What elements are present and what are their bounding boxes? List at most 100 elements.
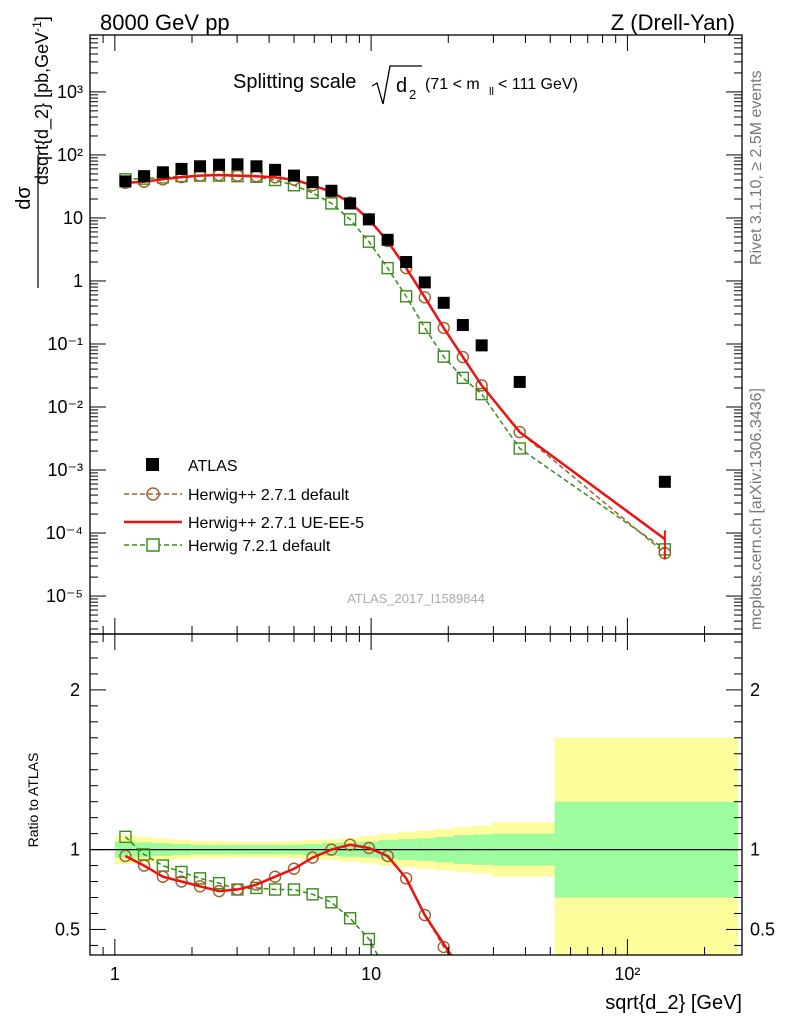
herwig7-ratio-line [124, 836, 379, 955]
herwig-default-ratio-point [325, 843, 338, 856]
atlas-point [437, 296, 450, 309]
herwig-default-point [513, 425, 526, 439]
atlas-point [456, 319, 469, 332]
header-left: 8000 GeV pp [100, 10, 230, 35]
y-ticks-main: 10⁻⁵ 10⁻⁴ 10⁻³ 10⁻² 10⁻¹ 1 10 10² 10³ [46, 34, 742, 630]
herwig7-ratio-point [193, 872, 207, 885]
herwig7-point [399, 290, 413, 303]
herwig-default-ratio-point [306, 851, 319, 864]
herwig-ue-line [125, 173, 666, 541]
legend-marker-atlas [146, 458, 159, 471]
herwig7-point [456, 371, 470, 385]
atlas-point [306, 176, 319, 189]
atlas-point [194, 160, 207, 173]
x-tick-label: 1 [110, 964, 120, 984]
herwig7-ratio-point [306, 888, 319, 901]
legend-label-atlas: ATLAS [188, 458, 238, 475]
rivet-version-label: Rivet 3.1.10, ≥ 2.5M events [748, 70, 765, 265]
herwig7-point [475, 387, 488, 401]
ratio-tick-label-right: 2 [750, 680, 760, 700]
atlas-point [175, 162, 188, 175]
herwig7-ratio-point [250, 881, 263, 895]
y-tick-label: 10⁻⁵ [46, 586, 83, 606]
atlas-point [250, 160, 263, 173]
x-tick-label: 10 [361, 964, 381, 984]
herwig-default-ratio-point [193, 880, 207, 893]
herwig-default-ratio-point [137, 859, 151, 872]
herwig7-ratio-point [343, 912, 357, 925]
herwig-default-point [418, 291, 432, 304]
atlas-point [381, 233, 394, 246]
legend-marker-herwig-default [146, 487, 160, 501]
title-symbol: d [396, 75, 407, 97]
series-atlas-main [119, 158, 671, 488]
herwig7-point [362, 235, 376, 248]
title-main: Splitting scale [233, 71, 356, 93]
atlas-point [213, 158, 226, 171]
ratio-tick-label: 1 [70, 840, 80, 860]
herwig-default-ratio-point [119, 849, 132, 863]
legend: ATLAS Herwig++ 2.7.1 default Herwig++ 2.… [124, 458, 364, 555]
header-right: Z (Drell-Yan) [611, 10, 735, 35]
y-tick-label: 10³ [57, 82, 83, 102]
atlas-point [138, 170, 151, 183]
y-axis-label: dσ dsqrt{d_2} [pb,GeV-1] [13, 16, 53, 288]
legend-marker-herwig7 [146, 538, 160, 552]
atlas-point [287, 169, 300, 182]
herwig-default-ratio-point [156, 870, 170, 883]
analysis-watermark: ATLAS_2017_I1589844 [347, 591, 485, 606]
herwig-default-point [475, 379, 488, 392]
herwig-default-ratio-point [418, 908, 432, 922]
y-ticks-ratio: 0.5 0.5 1 1 2 2 [55, 641, 775, 946]
herwig7-ratio-point [119, 830, 132, 844]
herwig-default-ratio-point [399, 872, 413, 885]
herwig7-point [343, 213, 357, 226]
series-herwig-ue-main [125, 173, 666, 560]
ratio-tick-label: 2 [70, 680, 80, 700]
legend-label-herwig7: Herwig 7.2.1 default [188, 538, 331, 555]
herwig-default-ratio-point [250, 878, 263, 891]
plot-title: Splitting scale d 2 (71 < m ll < 111 GeV… [233, 65, 578, 105]
ratio-plot-frame [89, 633, 743, 956]
title-cut-end: < 111 GeV) [498, 76, 578, 93]
atlas-point [325, 184, 338, 197]
sqrt-symbol-icon [371, 65, 422, 105]
mcplots-label: mcplots.cern.ch [arXiv:1306.3436] [748, 388, 765, 630]
herwig-default-ratio-point [175, 875, 188, 888]
herwig7-point [513, 442, 526, 455]
herwig7-ratio-point [268, 883, 282, 896]
herwig-ue-ratio-line [124, 843, 453, 955]
atlas-point [344, 197, 357, 210]
atlas-point [231, 158, 244, 171]
herwig-default-ratio-point [381, 849, 394, 863]
herwig7-point [381, 261, 394, 275]
y-tick-label: 10² [57, 145, 83, 165]
herwig7-ratio-point [175, 865, 188, 879]
y-tick-label: 10⁻¹ [47, 334, 83, 354]
y-tick-label: 10⁻³ [47, 460, 83, 480]
atlas-point [156, 166, 169, 179]
atlas-point [658, 475, 671, 488]
legend-label-herwig-default: Herwig++ 2.7.1 default [188, 487, 350, 504]
legend-label-herwig-ue: Herwig++ 2.7.1 UE-EE-5 [188, 515, 364, 532]
y-tick-label: 10 [63, 208, 83, 228]
atlas-point [362, 213, 375, 226]
ratio-tick-label-right: 0.5 [750, 919, 775, 939]
x-tick-label: 10² [614, 964, 640, 984]
herwig7-ratio-point [325, 896, 338, 909]
herwig7-ratio-point [362, 932, 376, 946]
y-tick-label: 10⁻⁴ [46, 523, 83, 543]
title-symbol-sub: 2 [409, 87, 416, 102]
ratio-tick-label-right: 1 [750, 840, 760, 860]
herwig7-point [418, 321, 432, 335]
herwig-default-point [456, 350, 470, 364]
atlas-point [119, 175, 132, 188]
ratio-uncertainty-bands [114, 737, 738, 955]
ratio-axis-label: Ratio to ATLAS [25, 753, 41, 848]
herwig7-ratio-point [156, 859, 170, 872]
herwig-default-ratio-point [268, 870, 282, 883]
svg-text:dsqrt{d_2} [pb,GeV-1]: dsqrt{d_2} [pb,GeV-1] [30, 16, 53, 185]
herwig7-point [437, 350, 450, 363]
y-tick-label: 1 [73, 271, 83, 291]
